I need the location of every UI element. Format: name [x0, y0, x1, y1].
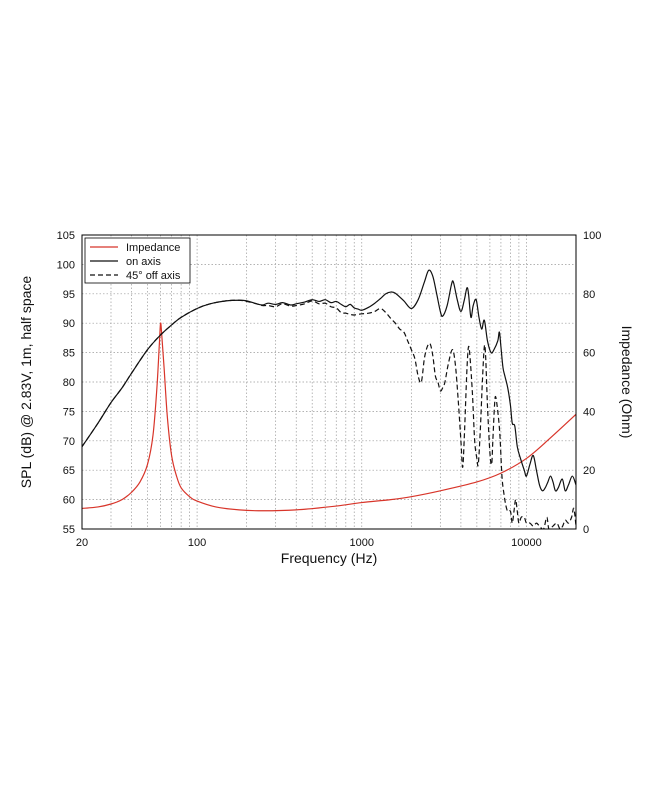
y-left-tick-label: 65 — [63, 465, 75, 477]
x-tick-label: 10000 — [511, 537, 542, 549]
plot-frame — [81, 234, 577, 530]
y-left-tick-label: 75 — [63, 406, 75, 418]
y-right-axis-title: Impedance (Ohm) — [619, 326, 635, 439]
x-tick-label: 100 — [188, 537, 206, 549]
legend-label-off-axis: 45° off axis — [126, 270, 181, 282]
grid-lines — [82, 235, 576, 529]
y-right-tick-label: 80 — [583, 289, 595, 301]
y-right-tick-label: 0 — [583, 524, 589, 536]
y-left-tick-label: 95 — [63, 289, 75, 301]
y-right-tick-label: 100 — [583, 230, 601, 242]
y-left-axis-title: SPL (dB) @ 2.83V, 1m, half space — [18, 276, 34, 489]
y-left-tick-label: 85 — [63, 348, 75, 360]
legend-label-on-axis: on axis — [126, 256, 161, 268]
x-axis-title: Frequency (Hz) — [281, 550, 377, 566]
legend: Impedance on axis 45° off axis — [84, 237, 191, 284]
tick-labels: 20 100 1000 10000 55 60 65 70 75 80 85 90 95 100 105 0 2… — [57, 230, 602, 549]
off-axis-45-curve — [82, 299, 576, 529]
x-tick-label: 1000 — [350, 537, 374, 549]
y-left-tick-label: 60 — [63, 495, 75, 507]
plot-series-group — [82, 269, 576, 529]
x-tick-label: 20 — [76, 537, 88, 549]
y-left-tick-label: 90 — [63, 318, 75, 330]
y-left-tick-label: 55 — [63, 524, 75, 536]
legend-label-impedance: Impedance — [126, 242, 180, 254]
y-left-tick-label: 100 — [57, 259, 75, 271]
on-axis-curve — [82, 269, 576, 492]
y-right-tick-label: 40 — [583, 406, 595, 418]
y-left-tick-label: 80 — [63, 377, 75, 389]
y-left-tick-label: 105 — [57, 230, 75, 242]
y-right-tick-label: 60 — [583, 348, 595, 360]
y-right-tick-label: 20 — [583, 465, 595, 477]
y-left-tick-label: 70 — [63, 436, 75, 448]
impedance-curve — [82, 322, 576, 512]
